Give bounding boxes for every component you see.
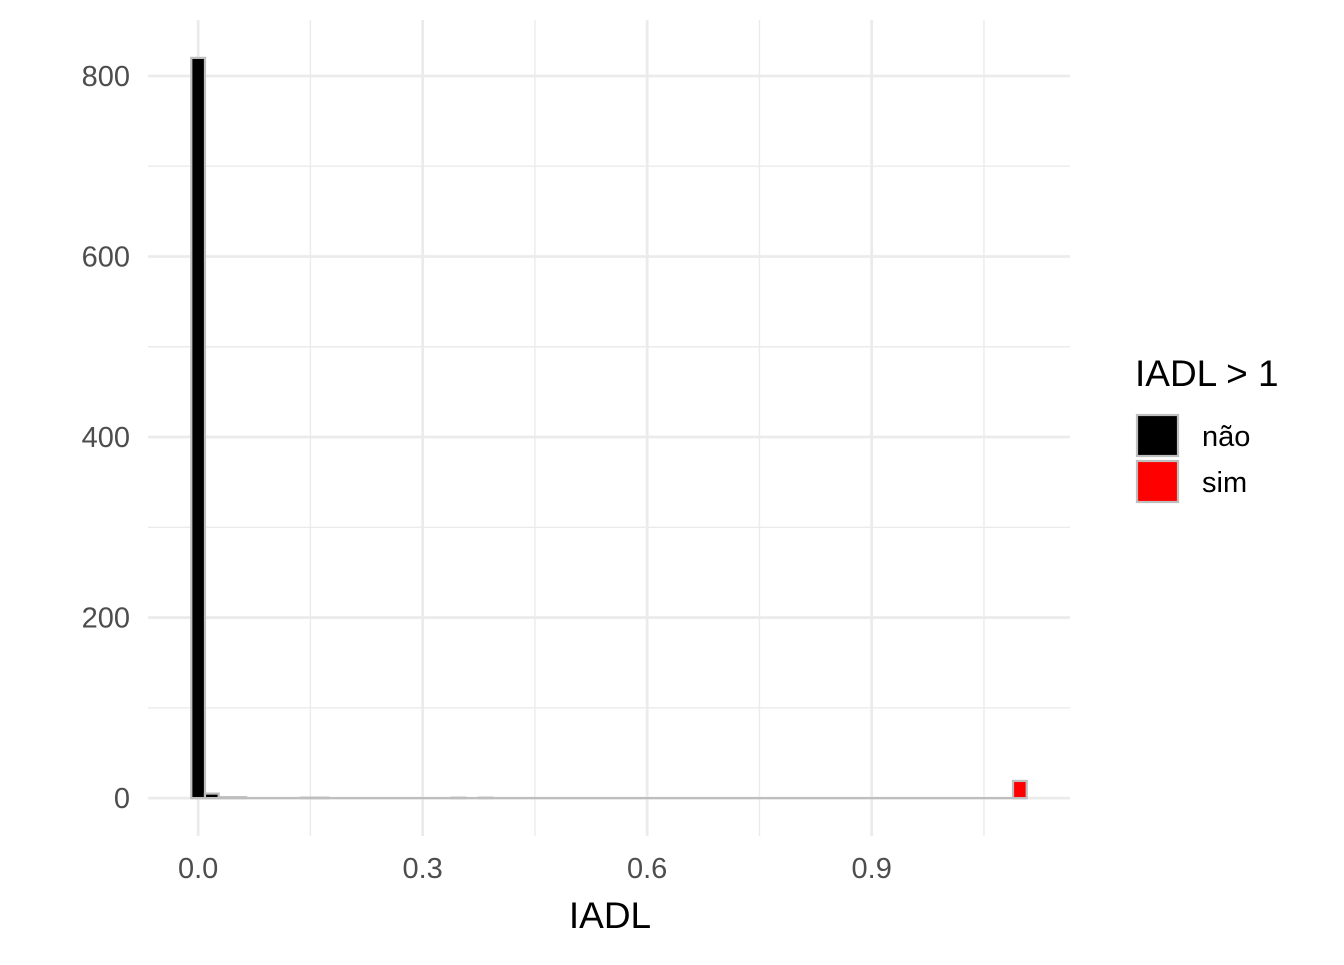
y-tick-label: 200 <box>82 603 130 635</box>
histogram-bar-não <box>299 796 316 800</box>
x-axis-title: IADL <box>569 895 651 936</box>
legend-key-não <box>1135 413 1180 458</box>
grid-layer <box>148 20 1070 836</box>
bars-layer <box>190 56 1028 800</box>
x-tick-label: 0.3 <box>402 853 442 885</box>
y-tick-label: 600 <box>82 241 130 273</box>
histogram-bar-não <box>477 796 494 800</box>
histogram-bar-não <box>313 796 330 800</box>
x-tick-labels: 0.0 0.3 0.6 0.9 <box>178 853 892 885</box>
x-tick-label: 0.9 <box>852 853 892 885</box>
histogram-bar-não <box>231 796 248 800</box>
legend-key-sim <box>1135 459 1180 504</box>
legend: IADL > 1 não sim <box>1135 353 1279 504</box>
histogram-bar-não <box>190 56 207 800</box>
histogram-bar-não <box>217 796 234 800</box>
x-tick-label: 0.6 <box>627 853 667 885</box>
legend-label: não <box>1202 421 1250 453</box>
x-tick-label: 0.0 <box>178 853 218 885</box>
legend-label: sim <box>1202 467 1247 499</box>
histogram-bar-não <box>450 796 467 800</box>
y-tick-label: 800 <box>82 61 130 93</box>
histogram-bar-sim <box>1011 779 1028 800</box>
y-tick-label: 0 <box>114 783 130 815</box>
y-tick-label: 400 <box>82 422 130 454</box>
histogram-bar-não <box>203 792 220 800</box>
legend-entries: não sim <box>1135 413 1250 504</box>
legend-title: IADL > 1 <box>1135 353 1279 394</box>
y-tick-labels: 0 200 400 600 800 <box>82 61 130 815</box>
